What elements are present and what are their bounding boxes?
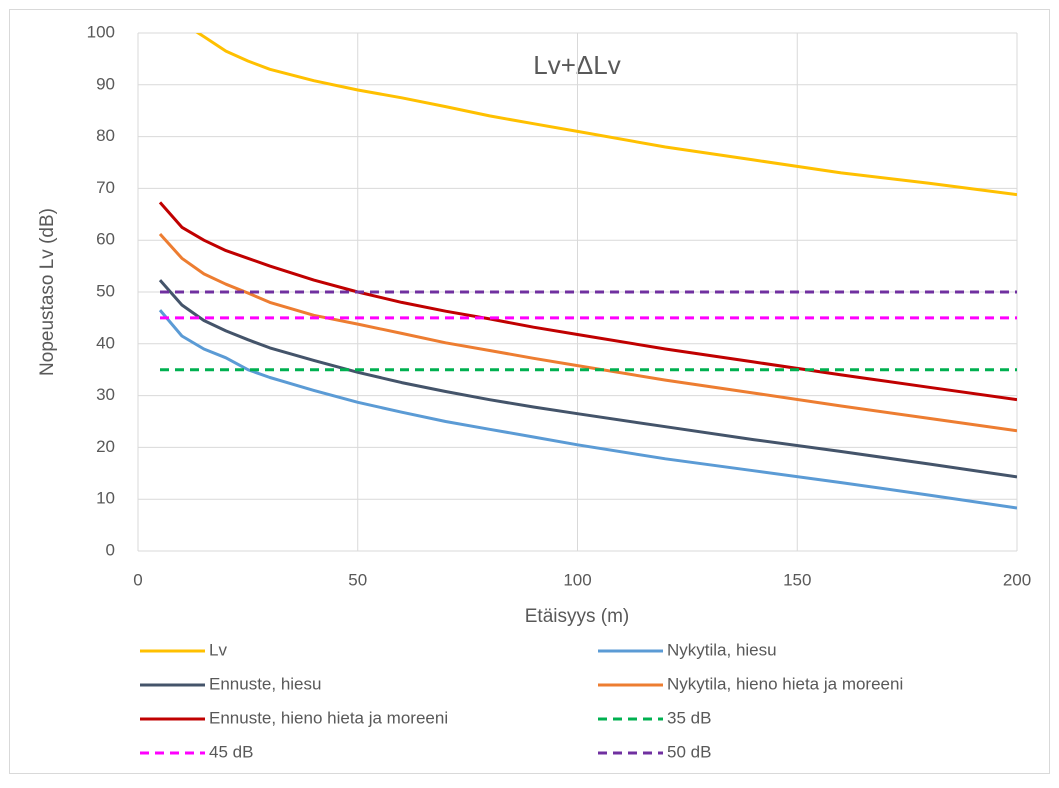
x-tick-label: 200 [1003, 570, 1031, 589]
y-tick-label: 50 [96, 281, 115, 300]
y-tick-label: 30 [96, 385, 115, 404]
y-tick-label: 20 [96, 437, 115, 456]
y-tick-label: 80 [96, 126, 115, 145]
y-tick-label: 10 [96, 489, 115, 508]
y-tick-label: 40 [96, 333, 115, 352]
x-tick-label: 150 [783, 570, 811, 589]
y-tick-label: 60 [96, 230, 115, 249]
legend-label: 45 dB [209, 742, 253, 761]
series-line [195, 33, 1017, 197]
legend-label: Nykytila, hiesu [667, 640, 777, 659]
y-tick-label: 100 [87, 22, 115, 41]
legend-label: 35 dB [667, 708, 711, 727]
legend-label: 50 dB [667, 742, 711, 761]
y-tick-label: 90 [96, 74, 115, 93]
x-tick-label: 0 [133, 570, 142, 589]
x-tick-label: 50 [348, 570, 367, 589]
series-line [158, 201, 1017, 402]
series-line [158, 279, 1017, 479]
legend-label: Lv [209, 640, 227, 659]
legend-label: Nykytila, hieno hieta ja moreeni [667, 674, 903, 693]
y-tick-label: 70 [96, 178, 115, 197]
y-tick-label: 0 [106, 540, 115, 559]
series-line [158, 309, 1017, 510]
legend-label: Ennuste, hieno hieta ja moreeni [209, 708, 448, 727]
legend-label: Ennuste, hiesu [209, 674, 321, 693]
x-axis-label: Etäisyys (m) [525, 606, 630, 627]
y-axis-label: Nopeustaso Lv (dB) [37, 208, 58, 376]
x-tick-label: 100 [563, 570, 591, 589]
series-line [158, 232, 1017, 433]
